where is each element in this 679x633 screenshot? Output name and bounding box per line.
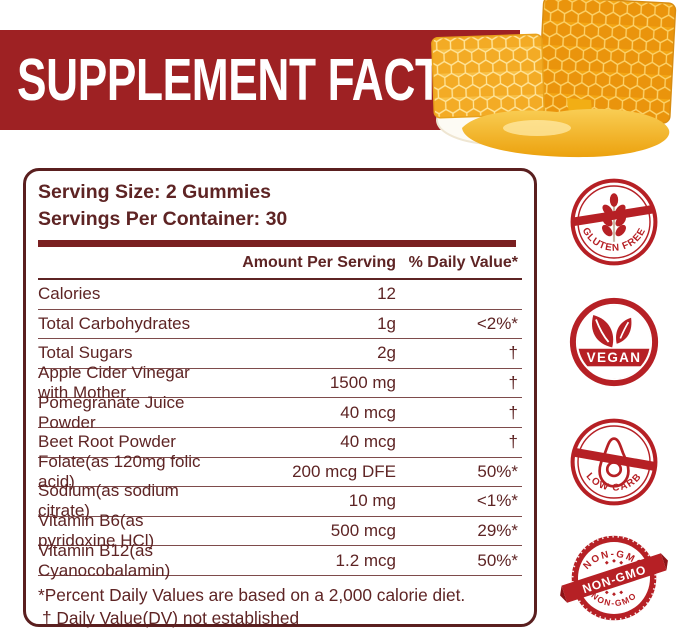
leaf-icon <box>591 315 632 348</box>
nutrient-name: Total Carbohydrates <box>38 313 191 333</box>
badge-outer-ring <box>569 297 659 387</box>
facts-panel: Serving Size: 2 Gummies Servings Per Con… <box>23 168 537 630</box>
nutrient-amount: 2g <box>377 343 396 363</box>
nutrient-name: Total Sugars <box>38 343 133 363</box>
honey-pool <box>462 108 670 158</box>
nutrient-name: Pomegranate Juice Powder <box>38 392 185 432</box>
divider-bar <box>38 240 516 247</box>
nutrient-daily-value: † <box>508 402 518 422</box>
nutrient-amount: 200 mcg DFE <box>292 461 396 481</box>
vegan-label: VEGAN <box>587 350 642 365</box>
footnote-dagger: † Daily Value(DV) not established <box>42 607 300 628</box>
nutrient-amount: 40 mcg <box>340 402 396 422</box>
nutrient-amount: 1500 mg <box>329 373 396 393</box>
nutrient-name: Beet Root Powder <box>38 432 176 452</box>
footnote-daily-values: *Percent Daily Values are based on a 2,0… <box>38 584 466 605</box>
table-row: Total Sugars 2g † <box>38 339 522 369</box>
nutrient-daily-value: 29%* <box>477 521 518 541</box>
honey-gloss <box>503 120 571 136</box>
table-row: Vitamin B6(as pyridoxine HCl) 500 mcg 29… <box>38 511 522 550</box>
table-row: Calories 12 <box>38 280 522 310</box>
vegan-badge: VEGAN <box>569 297 659 387</box>
honeycomb-block-front <box>431 33 545 119</box>
slash-band <box>572 447 657 472</box>
nutrient-daily-value: † <box>508 373 518 393</box>
non-gmo-badge: NON-GMO NON-GMO NON-GMO <box>560 535 668 621</box>
nutrient-name: Apple Cider Vinegar with Mother <box>38 363 190 403</box>
table-row: Folate(as 120mg folic acid) 200 mcg DFE … <box>38 452 522 491</box>
nutrient-amount: 10 mg <box>348 491 396 511</box>
table-row: Pomegranate Juice Powder 40 mcg † <box>38 393 522 432</box>
nutrient-name: Calories <box>38 284 101 304</box>
daily-value-header: % Daily Value* <box>408 253 518 271</box>
nutrient-amount: 40 mcg <box>340 432 396 452</box>
servings-per-container: Servings Per Container: 30 <box>38 208 288 230</box>
nutrient-amount: 1g <box>377 313 396 333</box>
honeycomb-honey-image <box>431 0 677 158</box>
nutrient-daily-value: <1%* <box>476 491 518 511</box>
serving-size: Serving Size: 2 Gummies <box>38 181 272 203</box>
table-row: Apple Cider Vinegar with Mother 1500 mg … <box>38 363 522 402</box>
gluten-free-badge: GLUTEN FREE <box>570 178 658 266</box>
nutrient-amount: 12 <box>377 284 396 304</box>
page-title: SUPPLEMENT FACTS <box>17 47 471 113</box>
table-row: Total Carbohydrates 1g <2%* <box>38 310 522 340</box>
nutrient-daily-value: † <box>508 432 518 452</box>
vegan-band <box>578 348 650 367</box>
slash-band <box>571 204 655 227</box>
table-header: Amount Per Serving % Daily Value* <box>38 247 522 280</box>
low-carb-badge: LOW CARB <box>570 418 658 506</box>
nutrient-daily-value: † <box>508 343 518 363</box>
table-row: Vitamin B12(as Cyanocobalamin) 1.2 mcg 5… <box>38 541 522 580</box>
nutrient-daily-value: 50%* <box>477 461 518 481</box>
nutrient-name: Vitamin B12(as Cyanocobalamin) <box>38 540 171 580</box>
footnotes: *Percent Daily Values are based on a 2,0… <box>38 584 522 630</box>
nutrient-daily-value: 50%* <box>477 550 518 570</box>
table-row: Beet Root Powder 40 mcg † <box>38 428 522 458</box>
nutrient-daily-value: <2%* <box>476 313 518 333</box>
nutrient-name: Sodium(as sodium citrate) <box>38 481 179 521</box>
honeycomb-block-back <box>537 0 677 124</box>
nutrient-amount: 500 mcg <box>330 521 396 541</box>
nutrient-amount: 1.2 mcg <box>335 550 396 570</box>
amount-header: Amount Per Serving <box>242 253 396 271</box>
nutrient-name: Vitamin B6(as pyridoxine HCl) <box>38 511 155 551</box>
table-row: Sodium(as sodium citrate) 10 mg <1%* <box>38 481 522 520</box>
nutrient-name: Folate(as 120mg folic acid) <box>38 451 201 491</box>
